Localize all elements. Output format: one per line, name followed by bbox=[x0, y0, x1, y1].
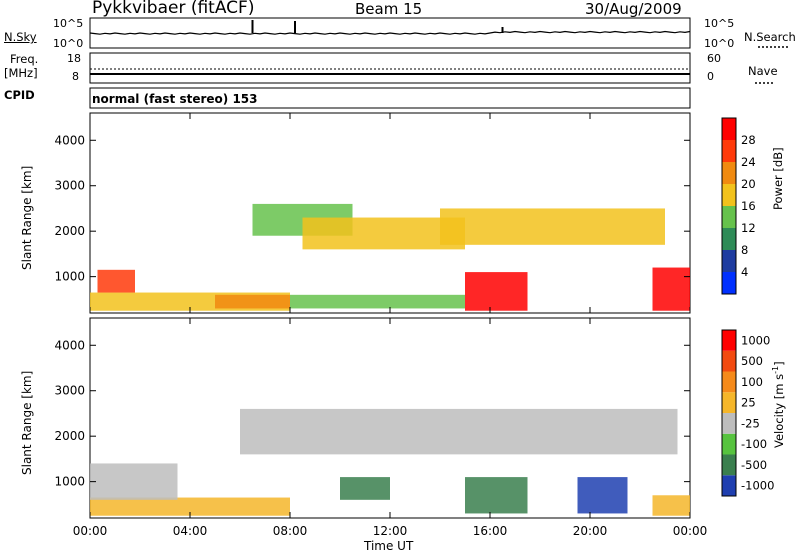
freq-tick-bottom: 8 bbox=[72, 70, 79, 83]
data-region-velocity-1 bbox=[90, 463, 178, 500]
power-colorbar-swatch-4 bbox=[722, 184, 736, 206]
xtick-label-6: 00:00 bbox=[673, 524, 708, 538]
velocity-colorbar-tick-1: 500 bbox=[741, 354, 763, 368]
freq-tick-top: 18 bbox=[67, 52, 81, 65]
data-region-power-8 bbox=[652, 267, 690, 311]
velocity-colorbar-tick-0: 1000 bbox=[741, 333, 770, 347]
nsky-tick-top: 10^5 bbox=[53, 17, 84, 30]
cpid-panel-frame bbox=[89, 87, 691, 109]
nsearch-label: N.Search bbox=[744, 30, 796, 44]
power-colorbar-tick-2: 12 bbox=[741, 221, 756, 235]
data-region-velocity-5 bbox=[577, 477, 628, 514]
ytick-label-1-3: 4000 bbox=[54, 338, 85, 352]
power-colorbar-swatch-2 bbox=[722, 228, 736, 250]
nsky-label: N.Sky bbox=[4, 30, 37, 44]
ytick-label-0-1: 2000 bbox=[54, 224, 85, 238]
power-colorbar-label: Power [dB] bbox=[771, 147, 785, 210]
power-colorbar-swatch-6 bbox=[722, 140, 736, 162]
velocity-label-main: Velocity [m s bbox=[771, 373, 786, 448]
data-region-power-5 bbox=[290, 294, 465, 309]
velocity-colorbar-tick-7: -1000 bbox=[741, 479, 774, 493]
nave-tick-bottom: 0 bbox=[707, 70, 714, 83]
station-title: Pykkvibaer (fitACF) bbox=[92, 0, 255, 18]
freq-panel-frame bbox=[89, 52, 691, 84]
nsearch-tick-top: 10^5 bbox=[704, 17, 735, 30]
nave-label: Nave bbox=[748, 64, 778, 78]
freq-label-line2: [MHz] bbox=[4, 66, 38, 80]
xtick-label-5: 20:00 bbox=[573, 524, 608, 538]
xtick-label-4: 16:00 bbox=[473, 524, 508, 538]
data-region-power-4 bbox=[302, 217, 465, 250]
velocity-colorbar-tick-6: -500 bbox=[741, 458, 767, 472]
velocity-colorbar-tick-4: -25 bbox=[741, 416, 760, 430]
cpid-text: normal (fast stereo) 153 bbox=[92, 92, 258, 106]
data-region-power-7 bbox=[440, 208, 665, 245]
data-region-power-1 bbox=[97, 269, 135, 293]
freq-label-line1: Freq. bbox=[10, 52, 39, 66]
velocity-colorbar-frame bbox=[721, 329, 737, 497]
velocity-colorbar-swatch-7 bbox=[722, 330, 736, 351]
power-colorbar-tick-1: 8 bbox=[741, 243, 748, 257]
data-region-power-6 bbox=[465, 272, 528, 311]
ylabel-power: Slant Range [km] bbox=[20, 165, 34, 270]
xtick-label-0: 00:00 bbox=[73, 524, 108, 538]
ylabel-velocity: Slant Range [km] bbox=[20, 370, 34, 475]
xlabel: Time UT bbox=[364, 539, 414, 553]
velocity-colorbar-swatch-5 bbox=[722, 371, 736, 393]
power-colorbar-tick-6: 28 bbox=[741, 133, 756, 147]
data-region-power-2 bbox=[215, 294, 290, 309]
power-colorbar-swatch-0 bbox=[722, 272, 736, 294]
velocity-colorbar-tick-5: -100 bbox=[741, 437, 767, 451]
cpid-label: CPID bbox=[4, 88, 35, 102]
xtick-label-2: 08:00 bbox=[273, 524, 308, 538]
data-region-velocity-6 bbox=[652, 495, 690, 516]
velocity-label-sup: -1 bbox=[771, 365, 780, 374]
power-colorbar-tick-0: 4 bbox=[741, 265, 748, 279]
velocity-colorbar-swatch-3 bbox=[722, 413, 736, 434]
ytick-label-0-0: 1000 bbox=[54, 270, 85, 284]
noise-trace bbox=[89, 30, 691, 35]
velocity-colorbar-swatch-6 bbox=[722, 350, 736, 372]
nsearch-tick-bottom: 10^0 bbox=[704, 37, 735, 50]
data-region-velocity-4 bbox=[465, 477, 528, 514]
velocity-colorbar-label: Velocity [m s-1] bbox=[771, 361, 786, 448]
velocity-colorbar-swatch-4 bbox=[722, 392, 736, 413]
beam-label: Beam 15 bbox=[355, 0, 423, 18]
velocity-label-end: ] bbox=[771, 361, 786, 366]
power-colorbar-swatch-5 bbox=[722, 162, 736, 184]
ytick-label-0-2: 3000 bbox=[54, 179, 85, 193]
date-label: 30/Aug/2009 bbox=[585, 0, 682, 18]
ytick-label-1-0: 1000 bbox=[54, 475, 85, 489]
velocity-colorbar-tick-2: 100 bbox=[741, 375, 763, 389]
power-colorbar-swatch-7 bbox=[722, 118, 736, 140]
data-region-velocity-2 bbox=[240, 408, 678, 455]
data-region-velocity-0 bbox=[90, 497, 290, 516]
power-colorbar-frame bbox=[721, 117, 737, 295]
ytick-label-0-3: 4000 bbox=[54, 133, 85, 147]
ytick-label-1-1: 2000 bbox=[54, 429, 85, 443]
power-colorbar-tick-4: 20 bbox=[741, 177, 756, 191]
velocity-colorbar-swatch-2 bbox=[722, 433, 736, 455]
velocity-colorbar-tick-3: 25 bbox=[741, 396, 756, 410]
velocity-colorbar-swatch-0 bbox=[722, 475, 736, 496]
xtick-label-1: 04:00 bbox=[173, 524, 208, 538]
power-colorbar-swatch-3 bbox=[722, 206, 736, 228]
power-colorbar-swatch-1 bbox=[722, 250, 736, 272]
data-region-velocity-3 bbox=[340, 477, 390, 500]
power-colorbar-tick-5: 24 bbox=[741, 155, 756, 169]
nave-tick-top: 60 bbox=[707, 52, 721, 65]
ytick-label-1-2: 3000 bbox=[54, 384, 85, 398]
xtick-label-3: 12:00 bbox=[373, 524, 408, 538]
velocity-colorbar-swatch-1 bbox=[722, 454, 736, 476]
nsky-tick-bottom: 10^0 bbox=[53, 37, 84, 50]
power-colorbar-tick-3: 16 bbox=[741, 199, 756, 213]
